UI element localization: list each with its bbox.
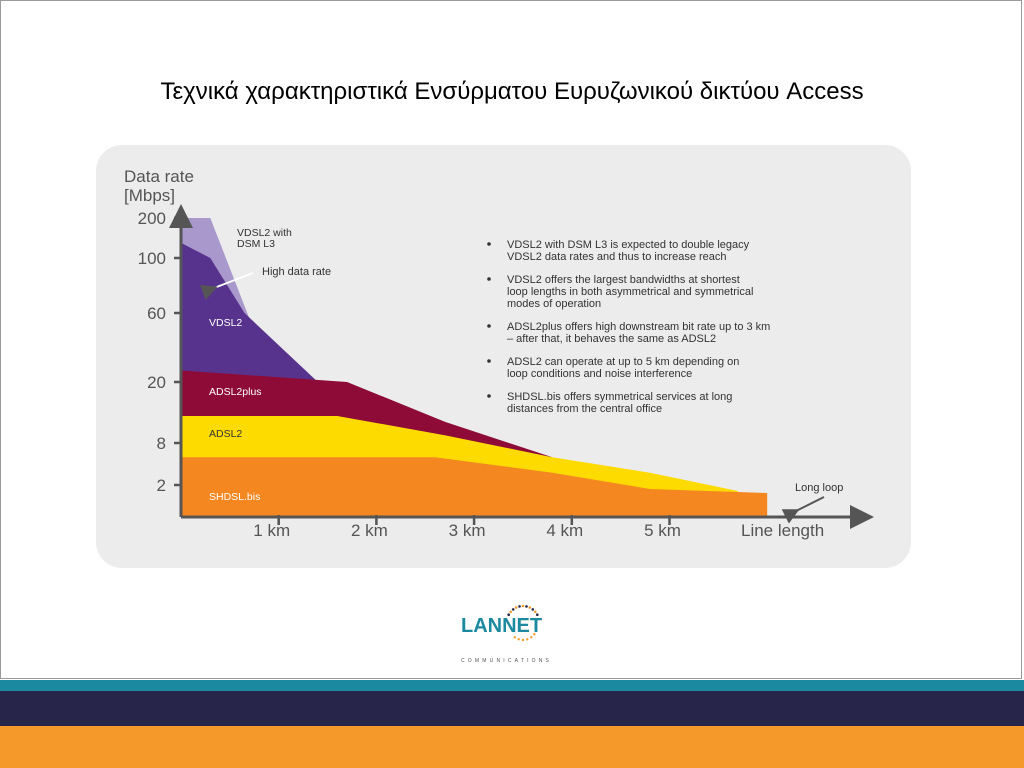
logo-dot	[526, 638, 529, 641]
series-label-shdsl-bis: SHDSL.bis	[209, 491, 260, 503]
long-loop-arrow	[781, 496, 825, 524]
bullet-text-line: loop conditions and noise interference	[507, 368, 692, 380]
x-tick-label: 3 km	[449, 521, 486, 540]
slide-border	[0, 0, 1022, 679]
x-tick-label: 4 km	[546, 521, 583, 540]
x-tick-label: 1 km	[253, 521, 290, 540]
logo-dot	[513, 636, 516, 639]
logo-dot	[517, 638, 520, 641]
y-tick-label: 60	[147, 304, 166, 323]
bullet-text-line: ADSL2 can operate at up to 5 km dependin…	[507, 356, 739, 368]
bullet-text-line: loop lengths in both asymmetrical and sy…	[507, 286, 753, 298]
high-data-rate-arrow	[199, 272, 254, 300]
y-axis-title-line: Data rate	[124, 167, 194, 186]
logo-dot	[525, 605, 528, 608]
logo-tagline: COMMUNICATIONS	[461, 658, 552, 664]
x-ticks: 1 km 2 km 3 km 4 km 5 km	[253, 515, 681, 540]
lannet-logo: LANNET COMMUNICATIONS	[461, 604, 552, 664]
logo-dot	[531, 608, 535, 611]
logo-dot	[521, 604, 525, 608]
footer-band-teal	[0, 680, 1024, 691]
bullet-text-line: distances from the central office	[507, 403, 662, 415]
bullet-text-line: SHDSL.bis offers symmetrical services at…	[507, 391, 732, 403]
high-data-rate-label: High data rate	[262, 266, 331, 278]
y-axis-title: Data rate[Mbps]	[124, 167, 194, 205]
logo-dot	[530, 636, 533, 639]
logo-dot	[536, 613, 539, 616]
series-label-adsl2: ADSL2	[209, 428, 242, 440]
x-tick-label: 2 km	[351, 521, 388, 540]
bullet-text-line: VDSL2 offers the largest bandwidths at s…	[507, 274, 740, 286]
series-areas	[181, 218, 768, 517]
bullet-dot	[487, 242, 491, 246]
x-axis-label: Line length	[741, 521, 824, 540]
axes	[169, 204, 874, 529]
logo-dots	[507, 604, 539, 642]
logo-dot	[511, 608, 515, 611]
y-tick-label: 200	[138, 209, 166, 228]
logo-dot	[507, 613, 510, 616]
bullet-dot	[487, 394, 491, 398]
bullet-text-line: modes of operation	[507, 298, 601, 310]
bullet-list: VDSL2 with DSM L3 is expected to double …	[487, 239, 770, 415]
chart-panel: Data rate [Mbps] 200 100 60 20 8 2 1 km 2 km 3 k…	[96, 145, 911, 568]
bullet-dot	[487, 324, 491, 328]
logo-dot	[534, 610, 537, 614]
x-tick-label: 5 km	[644, 521, 681, 540]
y-tick-label: 2	[157, 476, 166, 495]
logo-dot	[514, 606, 518, 609]
y-tick-label: 100	[138, 249, 166, 268]
footer-band-orange	[0, 726, 1024, 768]
area-shdsl-bis	[181, 457, 768, 517]
annotations: High data rate Long loop	[199, 266, 843, 524]
logo-dot	[509, 610, 512, 614]
long-loop-label: Long loop	[795, 482, 843, 494]
series-label-vdsl2-with-dsm-l3: DSM L3	[237, 238, 275, 250]
bullet-text-line: ADSL2plus offers high downstream bit rat…	[507, 321, 770, 333]
logo-wordmark: LANNET	[461, 615, 542, 637]
bullet-text-line: VDSL2 with DSM L3 is expected to double …	[507, 239, 750, 251]
series-label-vdsl2: VDSL2	[209, 317, 242, 329]
logo-dot	[518, 605, 521, 608]
bullet-dot	[487, 359, 491, 363]
logo-dot	[521, 638, 525, 642]
logo-dot	[528, 606, 532, 609]
footer-band-navy	[0, 691, 1024, 726]
series-label-adsl2plus: ADSL2plus	[209, 386, 262, 398]
bullet-dot	[487, 277, 491, 281]
logo-dot	[533, 633, 536, 636]
bullet-text-line: – after that, it behaves the same as ADS…	[507, 333, 716, 345]
y-tick-label: 20	[147, 373, 166, 392]
series-label-vdsl2-with-dsm-l3: VDSL2 with	[237, 227, 292, 239]
slide-title: Τεχνικά χαρακτηριστικά Ενσύρματου Ευρυζω…	[160, 78, 864, 105]
y-ticks: 200 100 60 20 8 2	[138, 209, 182, 495]
area-chart: Data rate[Mbps] 200 100 60 20 8 2 1 km 2 km 3 k…	[124, 167, 874, 540]
y-axis-title-line: [Mbps]	[124, 186, 175, 205]
bullet-text-line: VDSL2 data rates and thus to increase re…	[507, 251, 727, 263]
y-tick-label: 8	[157, 434, 166, 453]
